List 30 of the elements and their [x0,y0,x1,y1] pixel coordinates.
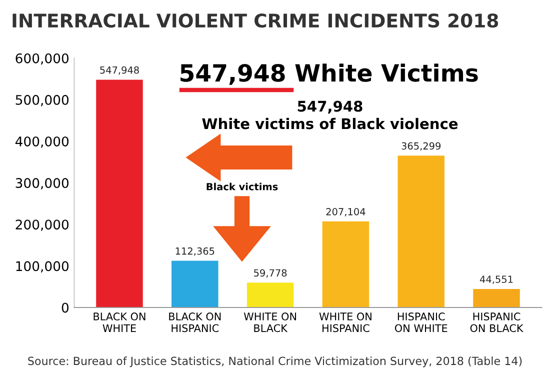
x-tick-label: HISPANIC ON WHITE [394,312,448,332]
y-tick-label: 400,000 [15,136,69,148]
y-tick-label: 600,000 [16,53,69,65]
data-label: 547,948 [100,66,139,75]
bar [172,260,218,308]
data-label: 44,551 [480,276,513,284]
data-label: 112,365 [176,247,214,256]
y-tick-label: 300,000 [16,178,69,190]
y-tick-label: 200,000 [16,220,69,231]
annotation: 547,948 White Victims [180,64,478,85]
annotation: Black victims [206,182,278,190]
bar [322,221,370,308]
y-tick-label: 500,000 [16,94,69,106]
x-tick-label: WHITE ON HISPANIC [319,312,372,332]
x-tick-label: BLACK ON WHITE [94,312,146,332]
chart-title: INTERRACIAL VIOLENT CRIME INCIDENTS 2018 [12,13,498,28]
data-label: 365,299 [402,142,441,151]
bar [398,156,444,308]
y-tick-label: 100,000 [16,261,69,272]
data-label: 207,104 [326,208,366,216]
x-tick-label: HISPANIC ON BLACK [470,312,524,332]
annotation: 547,948 White victims of Black violence [202,100,458,130]
x-tick-label: WHITE ON BLACK [244,312,296,332]
bar [96,80,143,308]
data-label: 59,778 [254,269,287,278]
x-tick-label: BLACK ON HISPANIC [169,312,221,332]
bar [246,282,294,308]
y-tick-label: 0 [62,302,69,313]
source-note: Source: Bureau of Justice Statistics, National Crime Victimization Survey, 2018 (Table 14) [28,356,522,368]
bar [473,288,520,308]
